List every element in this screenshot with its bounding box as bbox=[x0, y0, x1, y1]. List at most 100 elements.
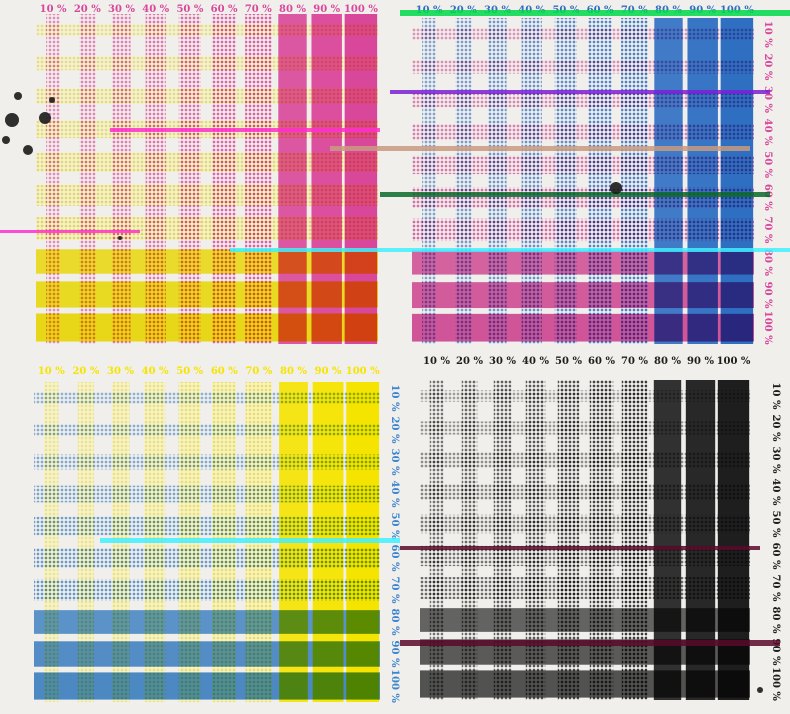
ink-blot bbox=[757, 687, 763, 693]
top-percent-label: 60 % bbox=[211, 366, 238, 377]
side-percent-label: 20 % bbox=[762, 53, 773, 80]
side-percent-label: 70 % bbox=[389, 577, 400, 604]
horizontal-bar bbox=[34, 485, 380, 503]
side-percent-label: 10 % bbox=[389, 385, 400, 412]
top-percent-label: 30 % bbox=[489, 356, 516, 367]
glitch-stripe bbox=[390, 90, 770, 94]
horizontal-bar bbox=[36, 185, 378, 206]
horizontal-bar bbox=[412, 91, 754, 108]
horizontal-bar bbox=[36, 281, 378, 308]
glitch-stripe bbox=[400, 640, 780, 646]
top-percent-label: 100 % bbox=[717, 356, 751, 367]
side-percent-label: 40 % bbox=[770, 479, 781, 506]
horizontal-bar bbox=[36, 88, 378, 105]
top-percent-label: 50 % bbox=[555, 356, 582, 367]
horizontal-bar bbox=[420, 577, 750, 599]
top-percent-label: 100 % bbox=[346, 366, 380, 377]
panel-cyan-magenta: 10 % 20 % 30 % 40 % 50 % 60 % 70 % 80 % 90 % 100 … bbox=[412, 5, 773, 345]
panel-yellow-cyan: 10 % 20 % 30 % 40 % 50 % 60 % 70 % 80 % 90 % 100 … bbox=[34, 366, 400, 703]
side-percent-label: 70 % bbox=[762, 216, 773, 243]
ink-blot bbox=[14, 92, 22, 100]
side-percent-label: 90 % bbox=[762, 282, 773, 309]
glitch-stripe bbox=[380, 192, 770, 197]
side-percent-label: 80 % bbox=[770, 607, 781, 634]
side-percent-label: 10 % bbox=[762, 21, 773, 48]
panel-magenta-yellow: 10 % 20 % 30 % 40 % 50 % 60 % 70 % 80 % 90 % 100 … bbox=[36, 4, 378, 344]
horizontal-bar bbox=[412, 282, 754, 309]
side-percent-label: 30 % bbox=[762, 86, 773, 113]
top-percent-label: 20 % bbox=[72, 366, 99, 377]
horizontal-bar bbox=[412, 60, 754, 74]
top-percent-label: 20 % bbox=[74, 4, 101, 15]
glitch-stripe bbox=[100, 538, 400, 543]
side-percent-label: 40 % bbox=[389, 481, 400, 508]
horizontal-bar bbox=[34, 454, 380, 470]
horizontal-bar bbox=[36, 24, 378, 37]
ink-blot bbox=[118, 236, 122, 240]
ink-blot bbox=[610, 182, 622, 194]
horizontal-bar bbox=[34, 579, 380, 601]
horizontal-bar bbox=[420, 608, 750, 632]
horizontal-bar bbox=[420, 452, 750, 468]
glitch-stripe bbox=[230, 248, 790, 252]
side-percent-label: 90 % bbox=[389, 641, 400, 668]
horizontal-bar bbox=[420, 483, 750, 501]
top-percent-label: 80 % bbox=[654, 356, 681, 367]
glitch-stripe bbox=[400, 10, 790, 16]
top-percent-label: 30 % bbox=[108, 4, 135, 15]
top-percent-label: 10 % bbox=[423, 356, 450, 367]
horizontal-bar bbox=[420, 514, 750, 534]
glitch-stripe bbox=[330, 146, 750, 151]
top-percent-label: 60 % bbox=[588, 356, 615, 367]
top-percent-label: 30 % bbox=[107, 366, 134, 377]
horizontal-bar bbox=[34, 672, 380, 700]
horizontal-bar bbox=[412, 218, 754, 242]
horizontal-bar bbox=[34, 392, 380, 404]
top-percent-label: 10 % bbox=[38, 366, 65, 377]
horizontal-bar bbox=[412, 28, 754, 41]
side-percent-label: 90 % bbox=[770, 639, 781, 666]
top-percent-label: 90 % bbox=[315, 366, 342, 377]
top-percent-label: 90 % bbox=[313, 4, 340, 15]
side-percent-label: 80 % bbox=[762, 249, 773, 276]
top-percent-label: 70 % bbox=[245, 366, 272, 377]
horizontal-bar bbox=[34, 547, 380, 569]
side-percent-label: 20 % bbox=[770, 415, 781, 442]
side-percent-label: 60 % bbox=[389, 545, 400, 572]
horizontal-bar bbox=[34, 423, 380, 437]
horizontal-bar bbox=[412, 123, 754, 141]
glitch-stripe bbox=[110, 128, 380, 132]
horizontal-bar bbox=[36, 249, 378, 274]
top-percent-label: 40 % bbox=[142, 366, 169, 377]
side-percent-label: 30 % bbox=[770, 447, 781, 474]
top-percent-label: 10 % bbox=[40, 4, 67, 15]
side-percent-label: 100 % bbox=[389, 669, 400, 703]
top-percent-label: 70 % bbox=[245, 4, 272, 15]
side-percent-label: 20 % bbox=[389, 417, 400, 444]
ink-blot bbox=[5, 113, 19, 127]
side-percent-label: 30 % bbox=[389, 449, 400, 476]
side-percent-label: 50 % bbox=[389, 513, 400, 540]
panel-black: 10 % 20 % 30 % 40 % 50 % 60 % 70 % 80 % 90 % 100 … bbox=[420, 356, 781, 701]
horizontal-bar bbox=[412, 250, 754, 275]
horizontal-bar bbox=[34, 610, 380, 634]
horizontal-bar bbox=[420, 545, 750, 567]
side-percent-label: 100 % bbox=[770, 667, 781, 701]
side-percent-label: 60 % bbox=[762, 184, 773, 211]
side-percent-label: 60 % bbox=[770, 543, 781, 570]
horizontal-bar bbox=[420, 421, 750, 435]
side-percent-label: 10 % bbox=[770, 383, 781, 410]
side-percent-label: 50 % bbox=[762, 151, 773, 178]
horizontal-bar bbox=[412, 187, 754, 208]
horizontal-bar bbox=[36, 217, 378, 240]
top-percent-label: 80 % bbox=[279, 4, 306, 15]
top-percent-label: 100 % bbox=[344, 4, 378, 15]
horizontal-bar bbox=[412, 155, 754, 175]
top-percent-label: 60 % bbox=[211, 4, 238, 15]
ink-blot bbox=[49, 97, 55, 103]
top-percent-label: 90 % bbox=[687, 356, 714, 367]
top-percent-label: 20 % bbox=[456, 356, 483, 367]
horizontal-bar bbox=[420, 390, 750, 402]
horizontal-bar bbox=[36, 313, 378, 342]
